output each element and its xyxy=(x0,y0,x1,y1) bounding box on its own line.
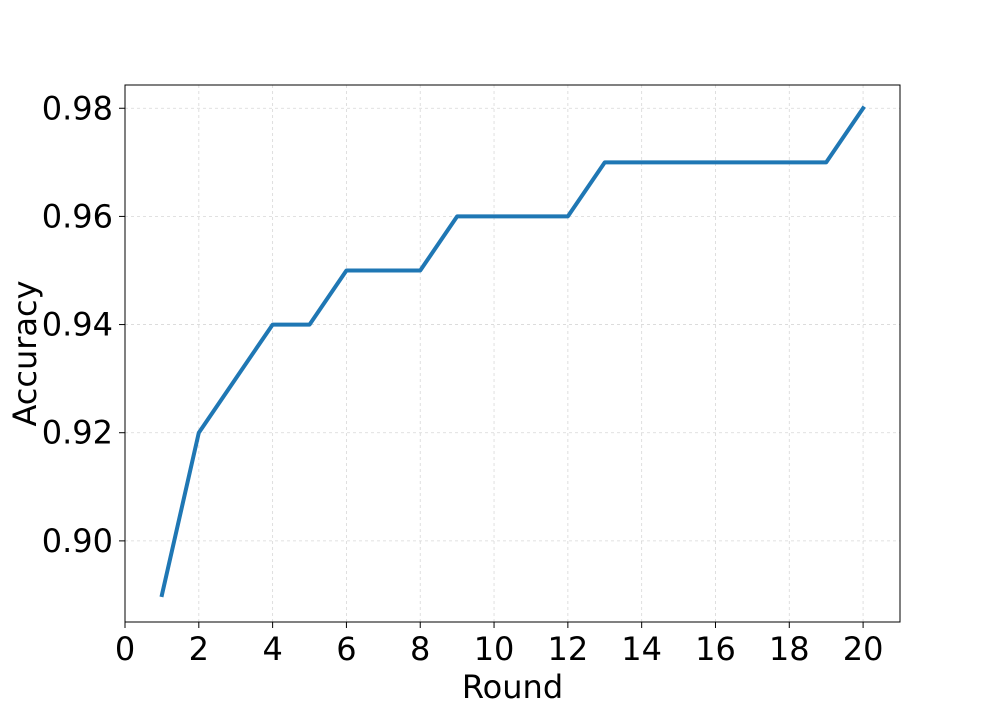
x-tick-label: 20 xyxy=(843,630,884,668)
x-tick-label: 14 xyxy=(621,630,662,668)
x-tick-label: 12 xyxy=(547,630,588,668)
y-axis-label: Accuracy xyxy=(6,280,44,426)
y-tick-label: 0.98 xyxy=(42,89,113,127)
x-tick-label: 4 xyxy=(262,630,282,668)
grid xyxy=(125,85,900,622)
x-tick-label: 8 xyxy=(410,630,430,668)
x-tick-label: 0 xyxy=(115,630,135,668)
axis-ticks: 0 2 4 6 8 10 12 14 16 18 20 0.90 0.92 0.94 0.96 0.98 xyxy=(42,89,884,668)
x-tick-label: 16 xyxy=(695,630,736,668)
y-tick-label: 0.96 xyxy=(42,197,113,235)
x-tick-label: 18 xyxy=(769,630,810,668)
y-tick-label: 0.92 xyxy=(42,414,113,452)
series-layer xyxy=(162,108,863,595)
plot-frame xyxy=(125,85,900,622)
x-tick-label: 2 xyxy=(189,630,209,668)
x-tick-label: 6 xyxy=(336,630,356,668)
y-tick-label: 0.94 xyxy=(42,306,113,344)
series-line xyxy=(162,108,863,595)
y-tick-label: 0.90 xyxy=(42,522,113,560)
x-tick-label: 10 xyxy=(474,630,515,668)
x-axis-label: Round xyxy=(462,668,563,700)
